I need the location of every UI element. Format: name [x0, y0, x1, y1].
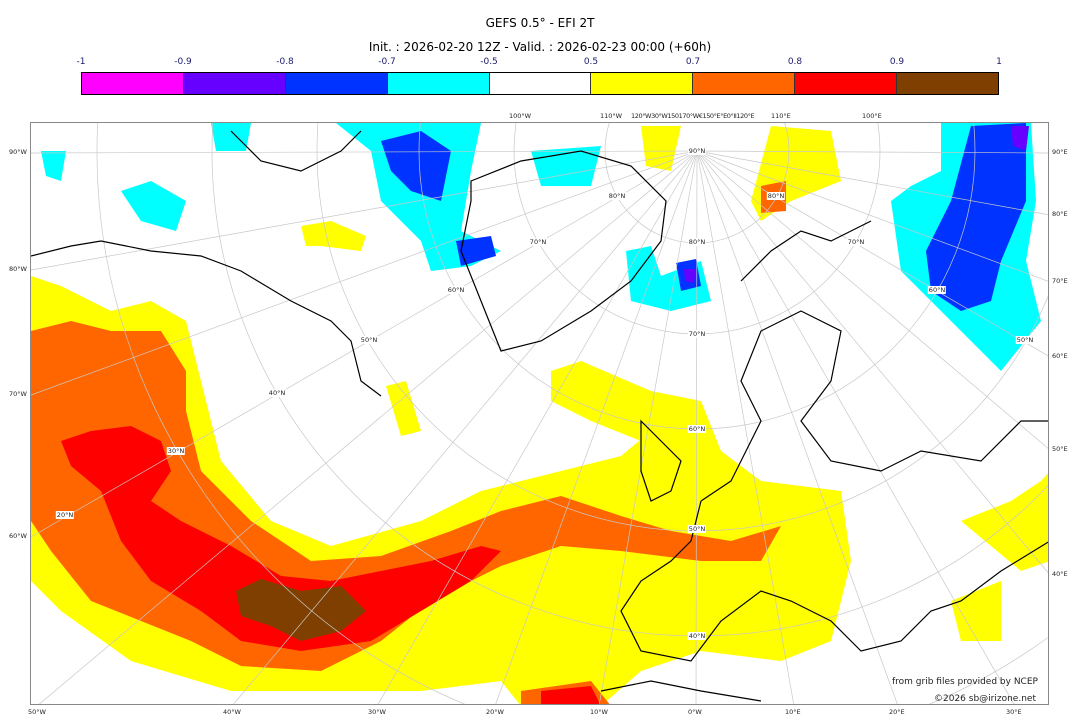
copyright: ©2026 sb@irizone.net — [934, 694, 1036, 704]
field-yellow — [641, 126, 681, 171]
lat-label: 70°N — [846, 238, 866, 246]
lat-label: 50°N — [1015, 336, 1035, 344]
colorbar-tick: 0.8 — [787, 57, 803, 67]
colorbar-tick: -0.8 — [276, 57, 294, 67]
lat-label: 40°N — [687, 632, 707, 640]
lon-label: 10°E — [785, 708, 801, 716]
field-cyan — [121, 181, 186, 231]
lon-label: 70°W — [9, 390, 27, 398]
colorbar-swatch — [795, 73, 898, 94]
efi-field-areas — [31, 123, 1048, 704]
field-purple — [1011, 126, 1029, 151]
lon-label: 70°E — [1052, 277, 1068, 285]
field-yellow — [551, 361, 701, 441]
colorbar-swatch — [387, 73, 490, 94]
lon-label: 80°W — [9, 265, 27, 273]
lon-label: 50°E — [1052, 445, 1068, 453]
colorbar-swatch — [285, 73, 388, 94]
colorbar-tick: 1 — [996, 57, 1002, 67]
colorbar-tick: 0.5 — [583, 57, 599, 67]
lon-label: 100°W — [509, 112, 532, 120]
colorbar-tick: -0.9 — [174, 57, 192, 67]
lat-label: 60°N — [687, 425, 707, 433]
field-yellow — [386, 381, 421, 436]
lon-label: 20°W — [486, 708, 504, 716]
lon-label: 0°W — [688, 708, 702, 716]
lon-label: 30°W — [368, 708, 386, 716]
field-cyan — [626, 246, 711, 311]
colorbar-tick: 0.9 — [889, 57, 905, 67]
colorbar-swatch — [489, 73, 592, 94]
lon-label: 50°W — [28, 708, 46, 716]
lon-label: 100°E — [862, 112, 882, 120]
field-yellow — [951, 581, 1001, 641]
data-credit: from grib files provided by NCEP — [892, 677, 1038, 687]
lat-label: 80°N — [607, 192, 627, 200]
coastlines — [31, 130, 1048, 702]
field-cyan — [336, 123, 501, 271]
lat-label: 80°N — [766, 192, 786, 200]
lat-label: 60°N — [446, 286, 466, 294]
colorbar-tick: 0.7 — [685, 57, 701, 67]
field-yellow — [301, 221, 366, 251]
lat-label: 90°N — [687, 147, 707, 155]
colorbar-swatch — [82, 73, 184, 94]
field-cyan — [531, 146, 601, 186]
colorbar — [81, 72, 999, 95]
lon-label: 120°W30°W150170°W€150°E°E0°II120°E — [631, 112, 755, 120]
field-red — [61, 426, 501, 651]
colorbar-swatch — [897, 73, 999, 94]
chart-subtitle: Init. : 2026-02-20 12Z - Valid. : 2026-0… — [368, 40, 712, 54]
lon-label: 10°W — [590, 708, 608, 716]
colorbar-swatch — [183, 73, 286, 94]
field-cyan — [211, 123, 251, 151]
lon-label: 30°E — [1006, 708, 1022, 716]
field-cyan — [41, 151, 66, 181]
lon-label: 110°E — [771, 112, 791, 120]
colorbar-swatch — [693, 73, 796, 94]
lon-label: 60°E — [1052, 352, 1068, 360]
lon-label: 40°E — [1052, 570, 1068, 578]
lon-label: 110°W — [600, 112, 623, 120]
field-blue — [381, 131, 451, 201]
lat-label: 20°N — [55, 511, 75, 519]
field-blue — [456, 236, 496, 266]
lon-label: 20°E — [889, 708, 905, 716]
lat-label: 60°N — [927, 286, 947, 294]
map-canvas — [31, 123, 1048, 704]
lat-label: 80°N — [687, 238, 707, 246]
lon-label: 90°E — [1052, 148, 1068, 156]
field-red — [541, 686, 600, 704]
colorbar-tick: -0.5 — [480, 57, 498, 67]
lat-label: 50°N — [359, 336, 379, 344]
lat-label: 40°N — [267, 389, 287, 397]
lat-label: 70°N — [687, 330, 707, 338]
lat-label: 70°N — [528, 238, 548, 246]
lon-label: 80°E — [1052, 210, 1068, 218]
lon-label: 40°W — [223, 708, 241, 716]
efi-map: 90°N 80°N 70°N 60°N 50°N 40°N 60°N 70°N … — [30, 122, 1049, 705]
colorbar-tick: -0.7 — [378, 57, 396, 67]
lat-label: 50°N — [687, 525, 707, 533]
colorbar-swatch — [591, 73, 694, 94]
lon-label: 90°W — [9, 148, 27, 156]
chart-title: GEFS 0.5° - EFI 2T — [485, 16, 595, 30]
colorbar-tick: -1 — [76, 57, 86, 67]
lon-label: 60°W — [9, 532, 27, 540]
field-purple — [684, 269, 696, 283]
field-brown — [236, 579, 366, 641]
lat-label: 30°N — [166, 447, 186, 455]
